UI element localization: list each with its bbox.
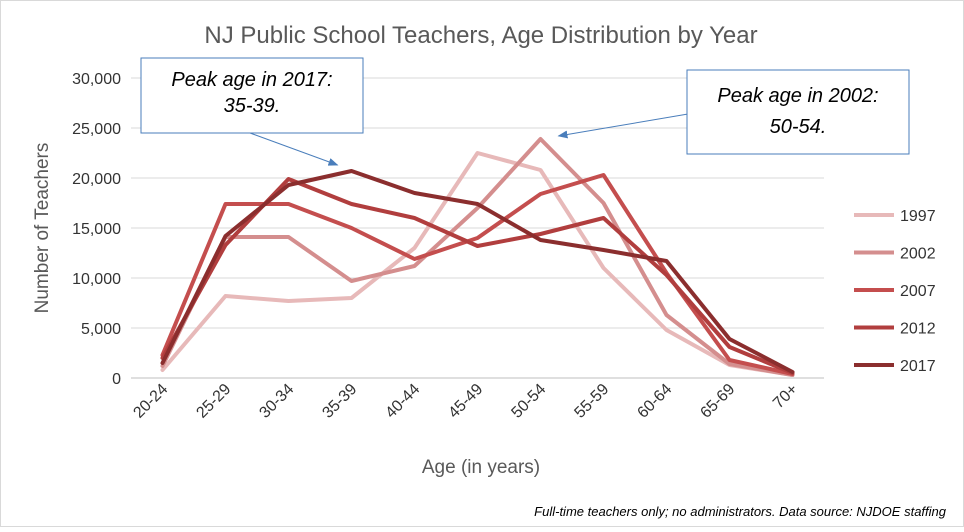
legend-label-2012: 2012 xyxy=(900,321,936,338)
annotation-box-2017 xyxy=(140,57,364,134)
y-tick-label: 30,000 xyxy=(72,71,121,88)
legend-label-2002: 2002 xyxy=(900,246,936,263)
legend: 1997 2002 2007 2012 2017 xyxy=(854,208,936,375)
footnote: Full-time teachers only; no administrato… xyxy=(534,504,947,519)
y-tick-label: 10,000 xyxy=(72,271,121,288)
series-line-2017 xyxy=(160,169,795,374)
annotation-text-2017-line1: Peak age in 2017: xyxy=(171,69,332,91)
legend-label-1997: 1997 xyxy=(900,208,936,225)
annotations: Peak age in 2017: 35-39. Peak age in 200… xyxy=(140,57,910,166)
series-line-2002 xyxy=(160,137,795,377)
series-line-1997 xyxy=(160,151,795,377)
annotation-arrow-2002 xyxy=(557,113,689,139)
annotation-2002: Peak age in 2002: 50-54. xyxy=(557,69,910,155)
legend-label-2017: 2017 xyxy=(900,358,936,375)
y-tick-label: 20,000 xyxy=(72,171,121,188)
annotation-2017: Peak age in 2017: 35-39. xyxy=(140,57,364,166)
y-tick-label: 0 xyxy=(112,371,121,388)
y-axis-ticks: 0 5,000 10,000 15,000 20,000 25,000 30,000 xyxy=(72,71,121,388)
y-tick-label: 15,000 xyxy=(72,221,121,238)
y-tick-label: 25,000 xyxy=(72,121,121,138)
annotation-text-2002-line1: Peak age in 2002: xyxy=(717,85,878,107)
annotation-box-2002 xyxy=(686,69,910,155)
annotation-text-2002-line2: 50-54. xyxy=(770,116,827,138)
legend-label-2007: 2007 xyxy=(900,283,936,300)
series-lines xyxy=(160,137,795,377)
annotation-arrow-2017 xyxy=(249,132,339,166)
y-tick-label: 5,000 xyxy=(81,321,121,338)
annotation-text-2017-line2: 35-39. xyxy=(224,95,281,117)
chart-title: NJ Public School Teachers, Age Distribut… xyxy=(204,22,757,49)
x-axis-label: Age (in years) xyxy=(422,457,540,478)
y-axis-label: Number of Teachers xyxy=(32,143,53,314)
